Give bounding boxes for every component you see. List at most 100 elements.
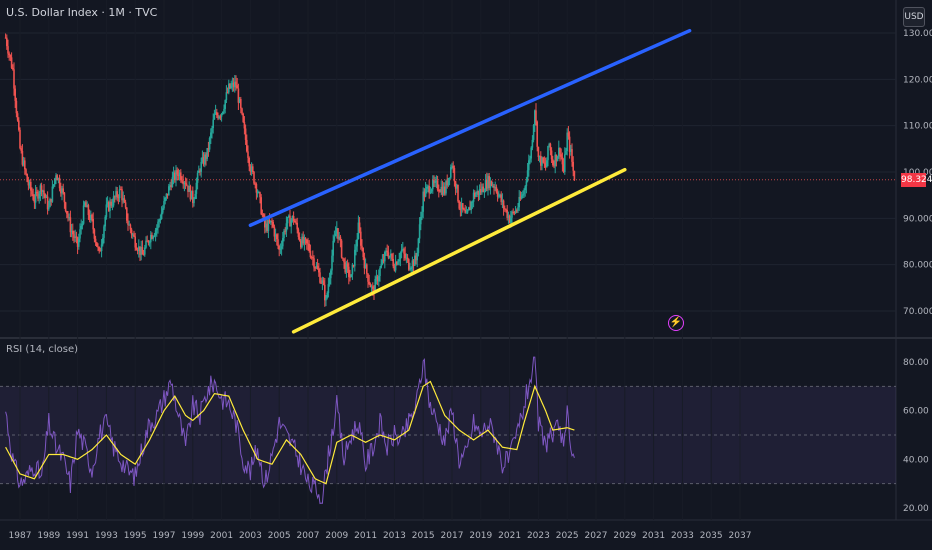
candle-body: [468, 207, 470, 211]
candle-body: [64, 202, 67, 212]
candle-body: [40, 185, 43, 192]
candle-body: [259, 192, 261, 198]
candle-body: [25, 169, 27, 175]
candle-body: [538, 155, 541, 158]
candle-body: [385, 250, 387, 253]
candle-body: [422, 191, 424, 212]
candle-body: [495, 186, 498, 193]
candle-body: [416, 252, 418, 261]
time-tick-label: 1991: [66, 531, 89, 541]
candle-body: [32, 194, 34, 200]
candle-body: [513, 211, 516, 214]
candle-body: [424, 188, 427, 197]
lightning-icon[interactable]: ⚡: [668, 315, 684, 331]
candle-body: [242, 113, 244, 123]
candle-body: [332, 240, 334, 256]
candle-body: [162, 208, 164, 213]
candle-body: [530, 147, 532, 159]
candle-body: [336, 228, 338, 234]
candle-body: [109, 201, 111, 211]
candle-body: [328, 278, 331, 285]
candle-body: [44, 194, 46, 198]
candle-body: [481, 186, 483, 193]
candle-body: [453, 168, 456, 182]
candle-body: [500, 194, 502, 203]
candle-body: [230, 85, 232, 89]
candle-body: [247, 151, 249, 158]
candle-body: [549, 143, 552, 151]
candle-body: [337, 228, 339, 239]
candle-body: [237, 88, 240, 103]
time-tick-label: 1995: [124, 531, 147, 541]
candle-body: [540, 155, 542, 166]
candle-body: [50, 198, 52, 202]
candle-body: [73, 234, 75, 238]
candle-body: [524, 186, 526, 191]
candle-body: [399, 252, 402, 260]
candle-body: [315, 265, 318, 268]
candle-body: [74, 236, 76, 238]
candle-body: [264, 216, 266, 228]
candle-body: [536, 121, 538, 147]
candle-body: [319, 272, 321, 283]
candle-body: [387, 252, 390, 258]
candle-body: [216, 112, 218, 116]
candle-body: [262, 214, 265, 217]
candle-body: [228, 83, 230, 93]
candle-body: [189, 186, 192, 200]
candle-body: [567, 132, 570, 137]
candle-body: [98, 247, 100, 251]
candle-body: [554, 154, 556, 167]
candle-body: [4, 37, 7, 39]
candle-body: [440, 186, 442, 193]
currency-button[interactable]: USD: [903, 7, 925, 27]
candle-body: [483, 191, 486, 193]
candle-body: [541, 157, 543, 166]
candle-body: [404, 253, 406, 259]
candle-body: [166, 193, 169, 196]
candle-body: [331, 255, 333, 271]
candle-body: [290, 220, 292, 227]
candle-body: [240, 98, 242, 109]
candle-body: [542, 157, 544, 163]
candle-body: [75, 236, 78, 238]
candle-body: [522, 194, 524, 196]
candle-body: [246, 139, 248, 152]
candle-body: [208, 137, 211, 150]
candle-body: [188, 186, 190, 192]
candle-body: [434, 180, 436, 183]
candle-body: [72, 230, 74, 235]
candle-body: [24, 160, 26, 170]
candle-body: [364, 264, 367, 269]
candle-body: [238, 98, 241, 103]
candle-body: [517, 207, 519, 211]
candle-body: [346, 263, 349, 267]
candle-body: [81, 223, 84, 226]
candle-body: [302, 236, 304, 244]
candle-body: [20, 148, 22, 151]
candle-body: [379, 267, 381, 277]
candle-body: [55, 175, 57, 179]
candle-body: [76, 237, 79, 247]
candle-body: [412, 260, 415, 267]
candle-body: [553, 165, 555, 167]
candle-body: [294, 220, 296, 223]
candle-body: [351, 264, 354, 275]
candle-body: [552, 159, 554, 166]
candle-body: [102, 237, 104, 245]
candle-body: [10, 57, 13, 68]
candle-body: [176, 170, 178, 175]
candle-body: [49, 198, 51, 208]
candle-body: [372, 286, 374, 289]
candle-body: [33, 199, 36, 203]
candle-body: [94, 238, 97, 243]
candle-body: [382, 259, 385, 262]
candle-body: [256, 192, 259, 194]
candle-body: [402, 249, 404, 251]
candle-body: [506, 210, 508, 218]
candle-body: [367, 273, 369, 282]
candle-body: [30, 181, 32, 191]
candle-body: [118, 189, 121, 199]
candle-body: [556, 156, 559, 162]
